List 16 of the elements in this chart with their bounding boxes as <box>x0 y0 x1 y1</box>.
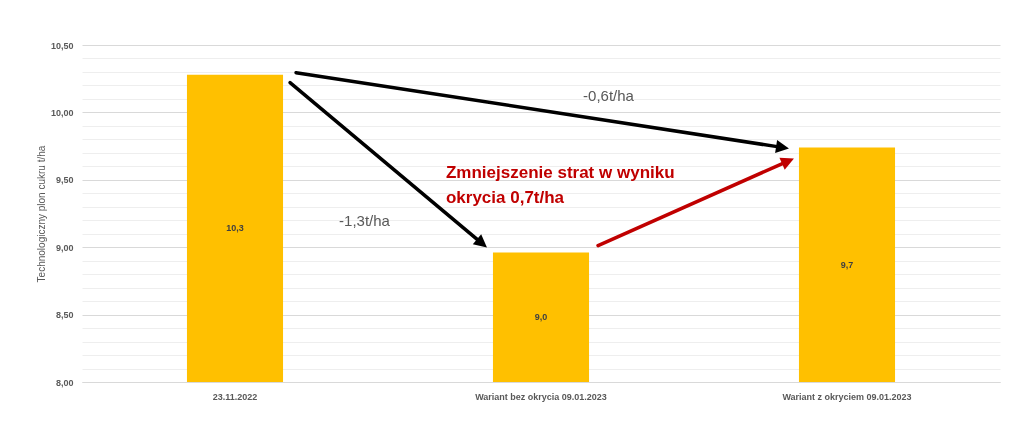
x-tick-label: Wariant z okryciem 09.01.2023 <box>782 391 912 402</box>
annotation: Zmniejszenie strat w wyniku okrycia 0,7t/ha <box>445 162 675 207</box>
y-tick-label: 8,00 <box>55 377 74 388</box>
y-axis-title: Technologiczny plon cukru t/ha <box>35 145 47 283</box>
y-tick-label: 10,50 <box>50 40 74 51</box>
x-tick-label: 23.11.2022 <box>212 391 258 402</box>
y-tick-label: 9,50 <box>55 175 74 186</box>
y-tick-label: 8,50 <box>55 310 74 321</box>
y-tick-label: 9,00 <box>55 242 74 253</box>
x-tick-label: Wariant bez okrycia 09.01.2023 <box>475 391 607 402</box>
annotation: -1,3t/ha <box>339 212 391 230</box>
data-label: 10,3 <box>226 223 244 234</box>
data-label: 9,7 <box>840 259 854 270</box>
annotation: -0,6t/ha <box>583 86 635 104</box>
y-tick-label: 10,00 <box>50 107 74 118</box>
data-label: 9,0 <box>534 312 548 323</box>
